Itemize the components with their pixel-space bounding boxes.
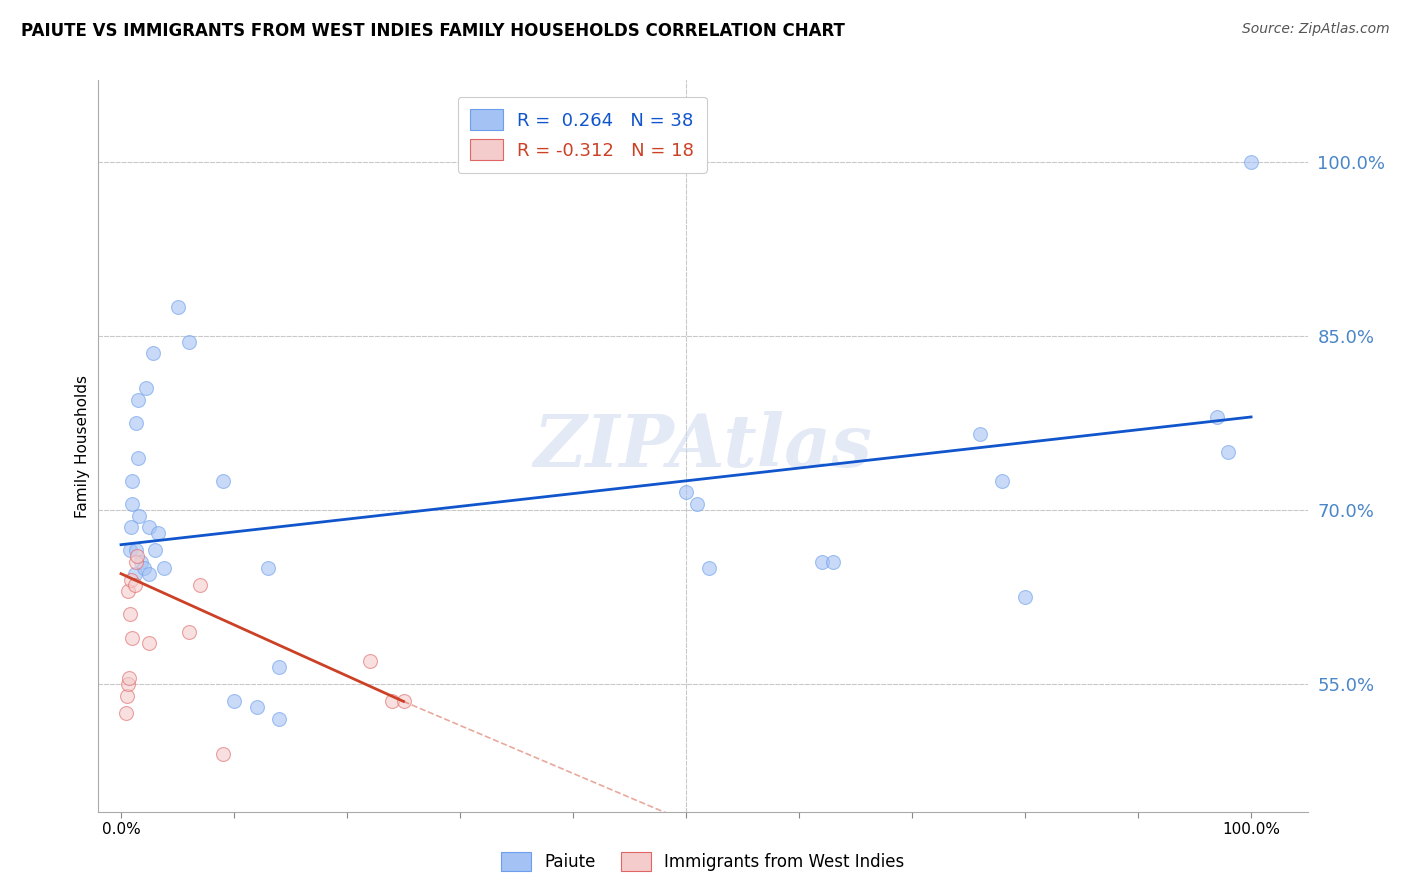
Point — [177, 624, 200, 639]
Point — [124, 578, 146, 592]
Point — [177, 334, 200, 349]
Text: PAIUTE VS IMMIGRANTS FROM WEST INDIES FAMILY HOUSEHOLDS CORRELATION CHART: PAIUTE VS IMMIGRANTS FROM WEST INDIES FA… — [21, 22, 845, 40]
Point — [121, 474, 143, 488]
Text: Source: ZipAtlas.com: Source: ZipAtlas.com — [1241, 22, 1389, 37]
Point — [135, 381, 157, 395]
Point — [1206, 409, 1229, 424]
Point — [153, 561, 176, 575]
Point — [120, 543, 142, 558]
Point — [821, 555, 844, 569]
Legend: R =  0.264   N = 38, R = -0.312   N = 18: R = 0.264 N = 38, R = -0.312 N = 18 — [457, 96, 707, 173]
Point — [138, 566, 160, 581]
Point — [148, 526, 170, 541]
Point — [138, 520, 160, 534]
Point — [143, 543, 166, 558]
Point — [1240, 154, 1263, 169]
Point — [166, 300, 188, 314]
Point — [138, 636, 160, 650]
Point — [114, 706, 136, 720]
Text: ZIPAtlas: ZIPAtlas — [534, 410, 872, 482]
Point — [188, 578, 211, 592]
Point — [392, 694, 415, 708]
Point — [686, 497, 709, 511]
Point — [125, 555, 148, 569]
Point — [120, 520, 142, 534]
Point — [211, 747, 233, 761]
Point — [120, 573, 142, 587]
Point — [121, 497, 143, 511]
Point — [121, 631, 143, 645]
Point — [128, 508, 150, 523]
Point — [120, 607, 142, 622]
Point — [257, 561, 280, 575]
Point — [127, 392, 149, 407]
Point — [969, 427, 991, 442]
Point — [118, 671, 141, 685]
Point — [810, 555, 832, 569]
Point — [222, 694, 245, 708]
Point — [1014, 590, 1036, 604]
Y-axis label: Family Households: Family Households — [75, 375, 90, 517]
Point — [124, 566, 146, 581]
Point — [115, 689, 138, 703]
Point — [269, 712, 291, 726]
Legend: Paiute, Immigrants from West Indies: Paiute, Immigrants from West Indies — [494, 843, 912, 880]
Point — [127, 450, 149, 465]
Point — [246, 700, 269, 714]
Point — [132, 561, 155, 575]
Point — [131, 555, 153, 569]
Point — [117, 584, 139, 599]
Point — [125, 543, 148, 558]
Point — [211, 474, 233, 488]
Point — [359, 654, 381, 668]
Point — [125, 549, 148, 564]
Point — [1218, 445, 1240, 459]
Point — [381, 694, 404, 708]
Point — [991, 474, 1014, 488]
Point — [675, 485, 697, 500]
Point — [125, 416, 148, 430]
Point — [117, 677, 139, 691]
Point — [142, 346, 165, 360]
Point — [697, 561, 720, 575]
Point — [269, 659, 291, 673]
